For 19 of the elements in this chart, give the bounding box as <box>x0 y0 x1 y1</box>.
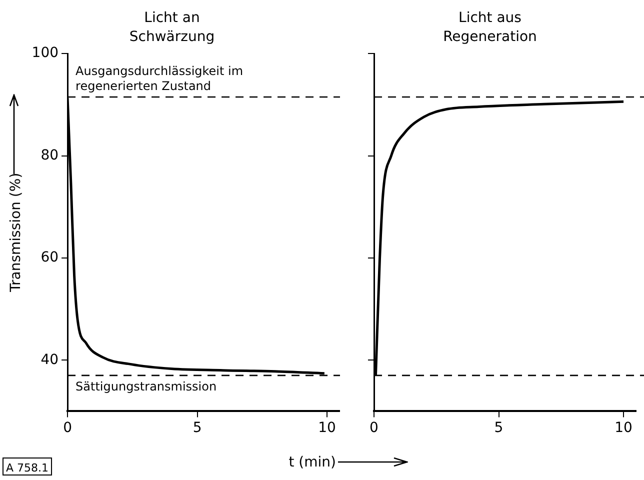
y-tick-label: 40 <box>40 352 59 368</box>
x-tick-label: 5 <box>494 420 504 436</box>
ref-line-label: Sättigungstransmission <box>76 380 217 394</box>
y-axis-title: Transmission (%) <box>8 172 24 293</box>
x-tick-label: 5 <box>192 420 202 436</box>
ref-line-label: Ausgangsdurchlässigkeit im regenerierten Zustand <box>76 64 244 94</box>
chart-subtitle: Regeneration <box>443 28 537 45</box>
x-tick-label: 0 <box>63 420 72 436</box>
chart-subtitle: Schwärzung <box>129 28 215 45</box>
y-tick-label: 80 <box>40 147 59 164</box>
chart-title: Licht an <box>144 10 200 26</box>
text: A 758.1 <box>6 461 49 474</box>
x-axis-title: t (min) <box>288 454 336 471</box>
x-tick-label: 10 <box>318 420 336 436</box>
x-tick-label: 0 <box>370 420 378 436</box>
y-tick-label: 60 <box>40 250 59 266</box>
chart-title: Licht aus <box>458 10 522 26</box>
x-tick-label: 10 <box>614 420 632 436</box>
y-tick-label: 100 <box>32 45 59 62</box>
